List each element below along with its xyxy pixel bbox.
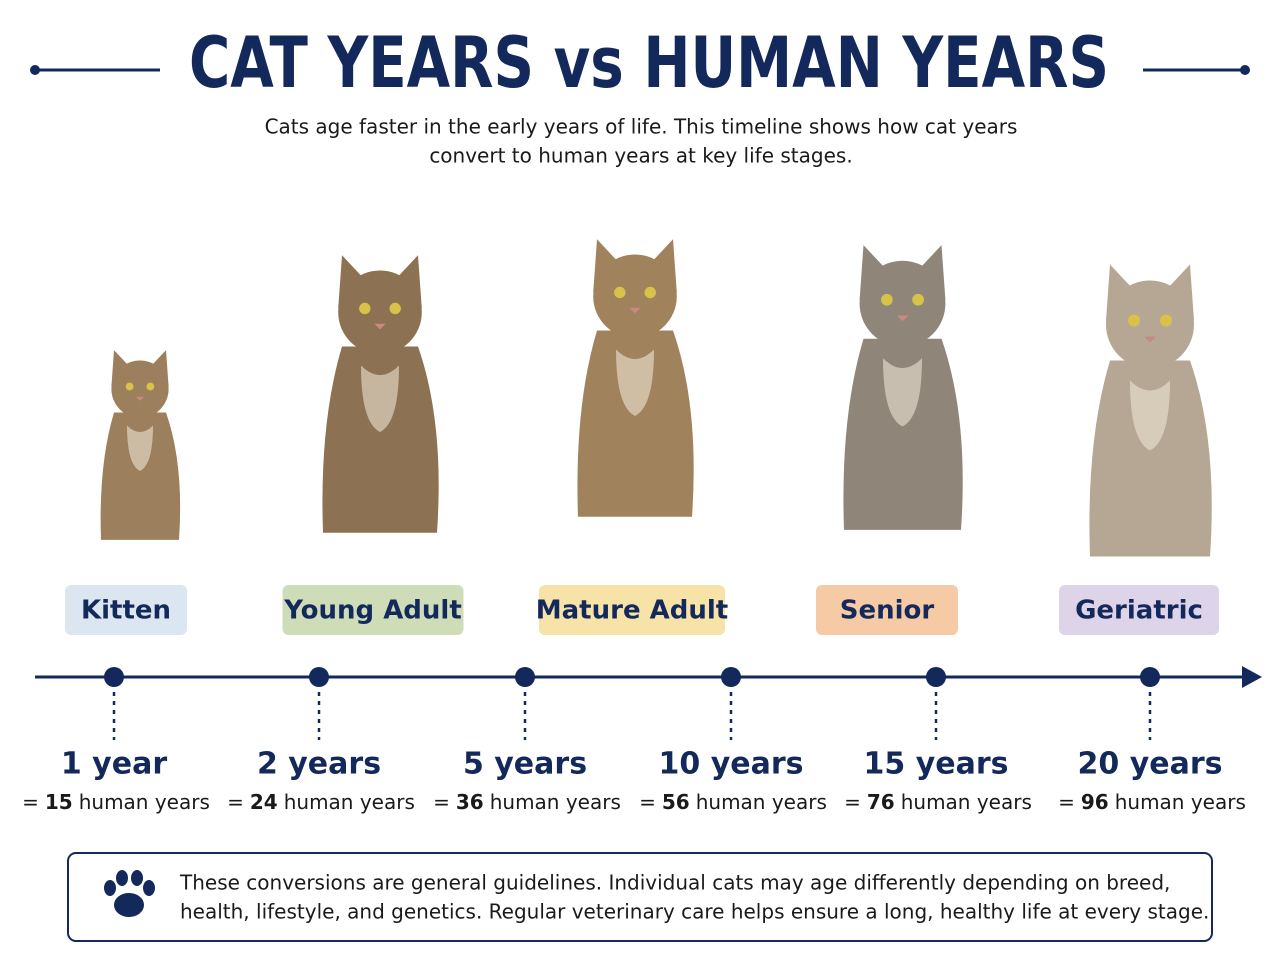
human-years-unit: human years: [901, 790, 1032, 814]
timeline-dot: [721, 667, 741, 687]
human-age: = 24 human years: [227, 790, 415, 814]
human-years-value: 56: [662, 790, 690, 814]
human-years-value: 15: [45, 790, 73, 814]
cat-age: 2 years: [257, 747, 381, 782]
timeline-dot: [309, 667, 329, 687]
human-years-value: 76: [867, 790, 895, 814]
title: CAT YEARS vs HUMAN YEARS: [189, 22, 1109, 104]
cat-age: 20 years: [1078, 747, 1223, 782]
human-age: = 56 human years: [639, 790, 827, 814]
human-age: = 96 human years: [1058, 790, 1246, 814]
timeline-dot: [926, 667, 946, 687]
timeline-dot: [515, 667, 535, 687]
human-years-value: 96: [1081, 790, 1109, 814]
human-age: = 36 human years: [433, 790, 621, 814]
human-years-unit: human years: [1115, 790, 1246, 814]
human-years-value: 36: [456, 790, 484, 814]
cat-image: [1089, 264, 1212, 557]
cat-age: 15 years: [864, 747, 1009, 782]
equals-sign: =: [639, 790, 656, 814]
equals-sign: =: [844, 790, 861, 814]
equals-sign: =: [1058, 790, 1075, 814]
timeline-arrow: [1242, 666, 1262, 688]
stage-label: Mature Adult: [536, 596, 728, 626]
rule-dot: [30, 65, 40, 75]
stage-badge: [65, 585, 187, 635]
cat-age: 10 years: [659, 747, 804, 782]
cat-image: [843, 245, 963, 530]
rule-dot: [1240, 65, 1250, 75]
cat-image: [322, 255, 439, 533]
human-years-unit: human years: [284, 790, 415, 814]
cat-image: [577, 239, 694, 517]
stage-badge: [1059, 585, 1219, 635]
human-age: = 76 human years: [844, 790, 1032, 814]
cat-image: [100, 350, 181, 540]
stage-label: Senior: [840, 596, 935, 626]
cat-age: 1 year: [61, 747, 167, 782]
stage-label: Kitten: [81, 596, 171, 626]
note-text: health, lifestyle, and genetics. Regular…: [180, 900, 1209, 924]
human-years-value: 24: [250, 790, 278, 814]
cat-age: 5 years: [463, 747, 587, 782]
human-years-unit: human years: [490, 790, 621, 814]
stage-badge: [539, 585, 725, 635]
equals-sign: =: [22, 790, 39, 814]
stage-label: Geriatric: [1075, 596, 1203, 626]
paw-icon: [104, 870, 155, 917]
note-box: [67, 852, 1213, 942]
human-age: = 15 human years: [22, 790, 210, 814]
human-years-unit: human years: [696, 790, 827, 814]
timeline-dot: [1140, 667, 1160, 687]
cat-images: [100, 239, 1212, 557]
subtitle: convert to human years at key life stage…: [429, 144, 852, 168]
timeline-dot: [104, 667, 124, 687]
stage-badge: [816, 585, 958, 635]
subtitle: Cats age faster in the early years of li…: [265, 115, 1018, 139]
equals-sign: =: [227, 790, 244, 814]
human-years-unit: human years: [79, 790, 210, 814]
equals-sign: =: [433, 790, 450, 814]
stage-badge: [282, 585, 464, 635]
note-text: These conversions are general guidelines…: [179, 871, 1170, 895]
stage-label: Young Adult: [283, 596, 462, 626]
